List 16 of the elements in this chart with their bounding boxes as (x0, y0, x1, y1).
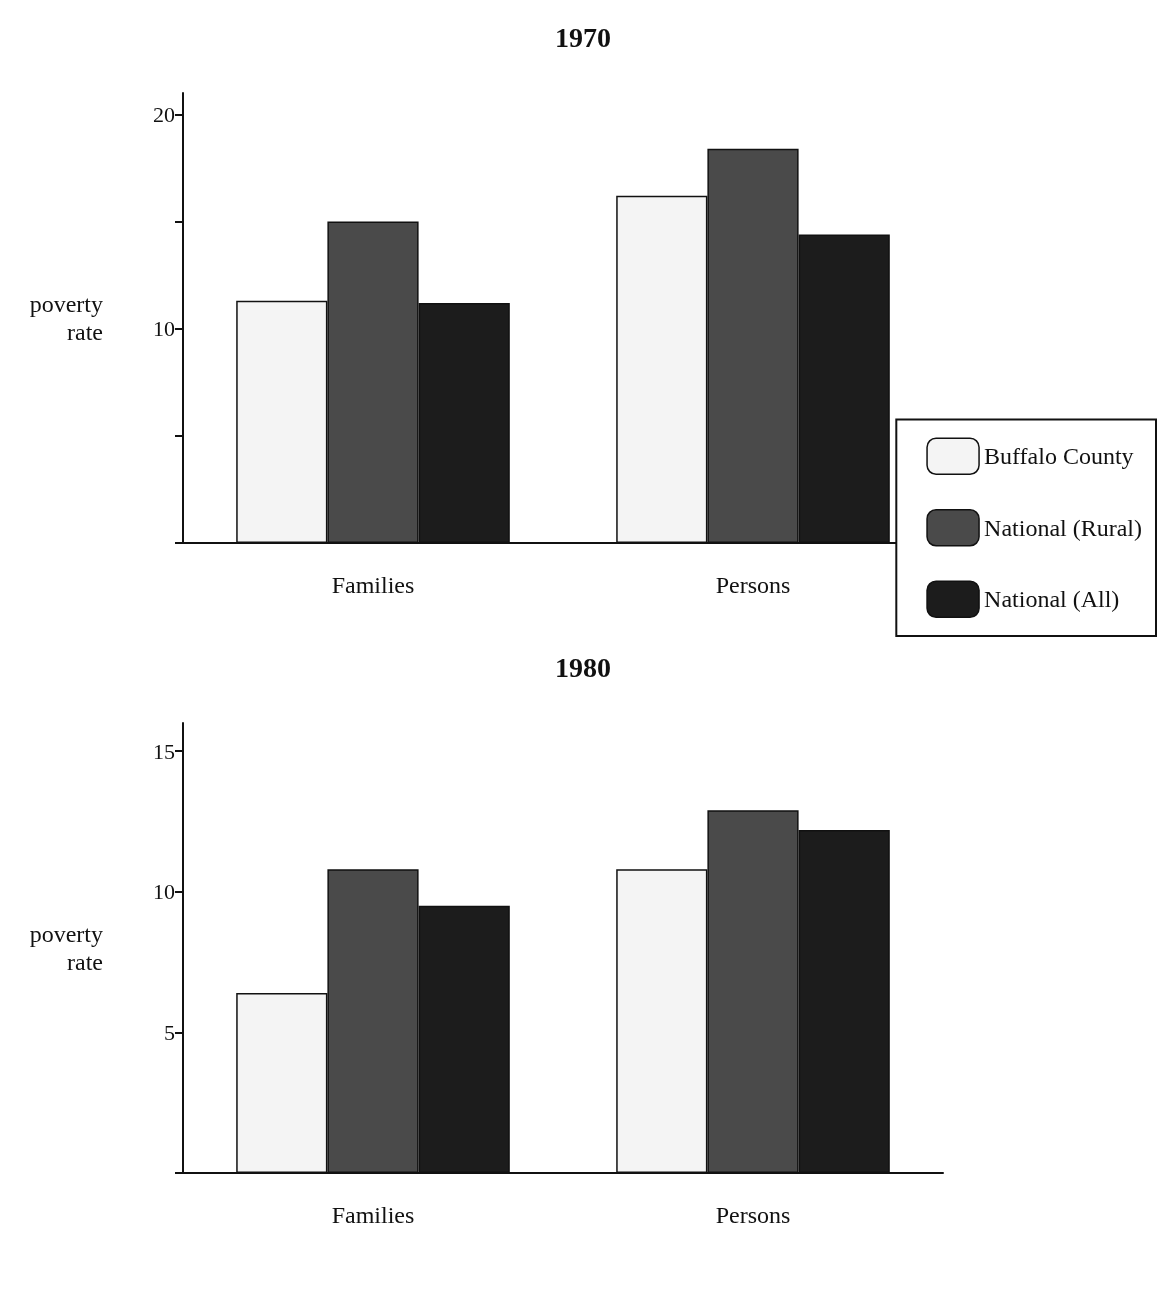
chart-title: 1980 (555, 651, 611, 683)
y-axis-title: poverty rate (29, 921, 103, 975)
x-tick-label: Persons (715, 1202, 791, 1228)
chart-title: 1970 (555, 21, 611, 53)
legend-label: National (Rural) (984, 514, 1143, 541)
y-tick-label: 5 (164, 1019, 175, 1045)
y-tick-label: 20 (153, 101, 175, 127)
x-tick-label: Persons (715, 572, 791, 598)
y-tick-label: 15 (153, 738, 175, 764)
y-axis-title: poverty rate (29, 291, 103, 345)
y-tick-label: 10 (153, 316, 175, 342)
legend-label: National (All) (984, 586, 1120, 613)
y-tick-label: 10 (153, 879, 175, 905)
x-tick-label: Families (331, 1202, 415, 1228)
x-tick-label: Families (331, 572, 415, 598)
legend-label: Buffalo County (984, 443, 1134, 470)
